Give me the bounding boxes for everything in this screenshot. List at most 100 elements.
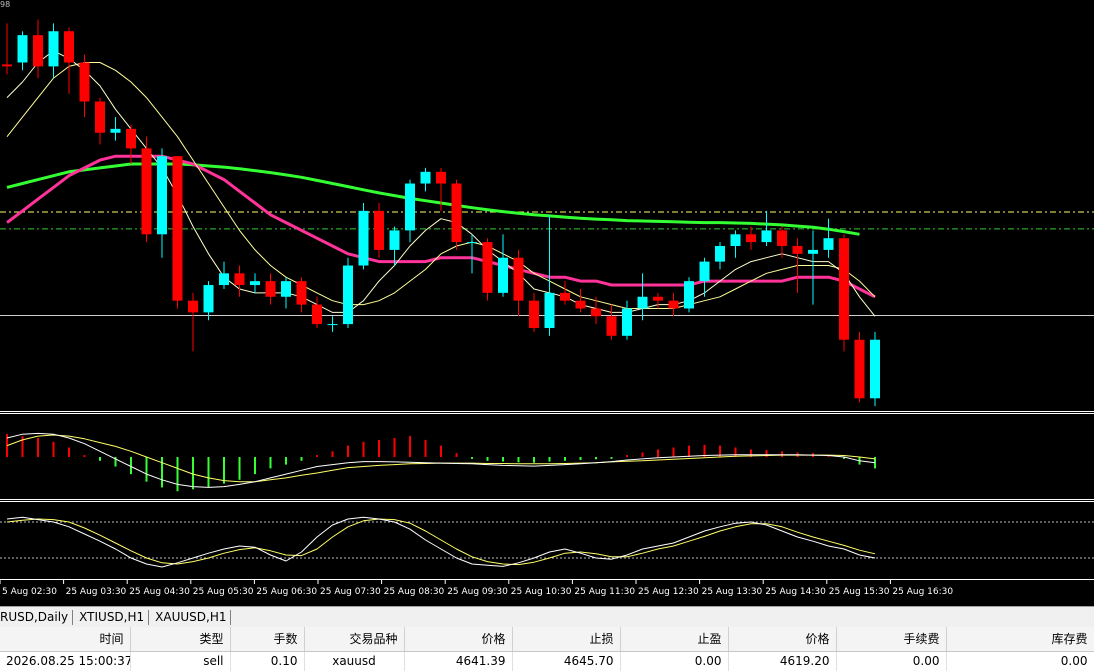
- time-axis-label: 25 Aug 13:30: [702, 587, 763, 597]
- time-axis-label: 25 Aug 15:30: [829, 587, 890, 597]
- window-corner-label: 98: [0, 0, 11, 9]
- candle-body: [761, 230, 772, 243]
- candle-body: [870, 339, 880, 399]
- time-axis-label: 25 Aug 09:30: [447, 587, 508, 597]
- stochastic-main-line: [6, 516, 876, 568]
- candle-body: [420, 171, 431, 184]
- col-header-type[interactable]: 类型: [130, 627, 231, 652]
- macd-signal-line: [6, 434, 876, 483]
- cell-time: 2026.08.25 15:00:37: [0, 651, 131, 671]
- cell-stop-loss: 4645.70: [512, 651, 621, 671]
- tab-xauusd-h1[interactable]: XAUUSD,H1: [149, 609, 232, 625]
- candle-body: [358, 210, 369, 266]
- candle-body: [715, 246, 725, 262]
- time-axis-label: 25 Aug 14:30: [765, 587, 826, 597]
- col-header-lots[interactable]: 手数: [230, 627, 305, 652]
- col-header-symbol[interactable]: 交易品种: [304, 627, 405, 652]
- ma-fast-line: [6, 50, 876, 317]
- candle-body: [684, 281, 694, 309]
- cell-type: sell: [130, 651, 231, 671]
- time-axis-label: 5 Aug 02:30: [2, 587, 57, 597]
- ma-slow-line: [6, 62, 876, 309]
- candle-body: [79, 62, 90, 102]
- candle-body: [544, 292, 555, 328]
- candle-body: [792, 246, 803, 254]
- candle-body: [126, 128, 136, 149]
- col-header-stop-loss[interactable]: 止损: [512, 627, 621, 652]
- col-header-time[interactable]: 时间: [0, 627, 131, 652]
- candle-body: [730, 234, 741, 246]
- price-chart[interactable]: 5 Aug 02:30 25 Aug 03:30 25 Aug 04:30 25 Au…: [0, 0, 1094, 606]
- orders-header-row: 时间 类型 手数 交易品种 价格 止损 止盈 价格 手续费 库存费: [0, 627, 1094, 652]
- candle-body: [622, 308, 632, 336]
- candle-body: [33, 35, 43, 67]
- cell-take-profit: 0.00: [620, 651, 729, 671]
- candle-body: [374, 210, 384, 250]
- cell-price: 4641.39: [404, 651, 513, 671]
- tab-xtiusd-h1[interactable]: XTIUSD,H1: [73, 609, 150, 625]
- cell-lots: 0.10: [230, 651, 305, 671]
- col-header-price[interactable]: 价格: [404, 627, 513, 652]
- candle-body: [854, 339, 865, 399]
- candle-body: [343, 265, 353, 325]
- candle-body: [637, 296, 648, 309]
- candle-body: [312, 304, 322, 325]
- candle-body: [265, 281, 276, 297]
- candle-body: [17, 35, 28, 63]
- candle-body: [389, 230, 400, 250]
- candle-body: [95, 101, 105, 133]
- time-axis-label: 25 Aug 12:30: [638, 587, 699, 597]
- candle-body: [188, 300, 198, 313]
- candle-body: [467, 242, 477, 244]
- macd-main-line: [6, 432, 876, 488]
- candle-body: [653, 296, 663, 301]
- candle-body: [64, 31, 74, 63]
- ma-green-line: [6, 162, 860, 236]
- col-header-take-profit[interactable]: 止盈: [620, 627, 729, 652]
- candle-body: [203, 285, 214, 313]
- candle-body: [482, 242, 493, 293]
- cell-commission: 0.00: [836, 651, 947, 671]
- candle-body: [699, 261, 710, 282]
- candle-body: [560, 292, 570, 301]
- col-header-current-price[interactable]: 价格: [728, 627, 837, 652]
- candle-body: [513, 257, 524, 301]
- candle-body: [529, 300, 539, 328]
- time-axis-label: 25 Aug 04:30: [129, 587, 190, 597]
- time-axis-label: 25 Aug 08:30: [384, 587, 445, 597]
- candle-body: [823, 238, 834, 250]
- candle-body: [668, 300, 679, 309]
- candle-body: [808, 249, 818, 254]
- time-axis-label: 25 Aug 10:30: [511, 587, 572, 597]
- candle-body: [234, 273, 245, 286]
- candle-body: [250, 281, 260, 286]
- candle-body: [110, 128, 121, 133]
- candle-body: [777, 230, 787, 246]
- orders-table: 时间 类型 手数 交易品种 价格 止损 止盈 价格 手续费 库存费 2026.0…: [0, 627, 1094, 671]
- cell-swap: 0.00: [946, 651, 1094, 671]
- candle-body: [48, 31, 59, 67]
- candle-body: [606, 316, 617, 336]
- candle-body: [436, 171, 446, 184]
- candle-body: [746, 234, 756, 243]
- candle-body: [575, 300, 586, 309]
- col-header-commission[interactable]: 手续费: [836, 627, 947, 652]
- time-axis-label: 25 Aug 03:30: [66, 587, 127, 597]
- ma-pink-line: [6, 154, 876, 299]
- candle-body: [2, 64, 12, 67]
- col-header-swap[interactable]: 库存费: [946, 627, 1094, 652]
- candle-body: [839, 238, 849, 340]
- cell-current-price: 4619.20: [728, 651, 837, 671]
- candle-body: [157, 156, 167, 235]
- candle-body: [591, 308, 601, 317]
- tab-rusd-daily[interactable]: RUSD,Daily: [0, 609, 74, 625]
- candle-body: [451, 183, 462, 243]
- candle-body: [172, 156, 183, 301]
- candle-body: [327, 324, 338, 326]
- symbol-tabs-bar: RUSD,Daily XTIUSD,H1 XAUUSD,H1: [0, 606, 1094, 627]
- candle-body: [141, 148, 152, 235]
- time-axis-label: 25 Aug 11:30: [574, 587, 635, 597]
- candle-body: [498, 257, 508, 293]
- candle-body: [219, 273, 229, 286]
- table-row[interactable]: 2026.08.25 15:00:37 sell 0.10 xauusd 464…: [0, 651, 1094, 671]
